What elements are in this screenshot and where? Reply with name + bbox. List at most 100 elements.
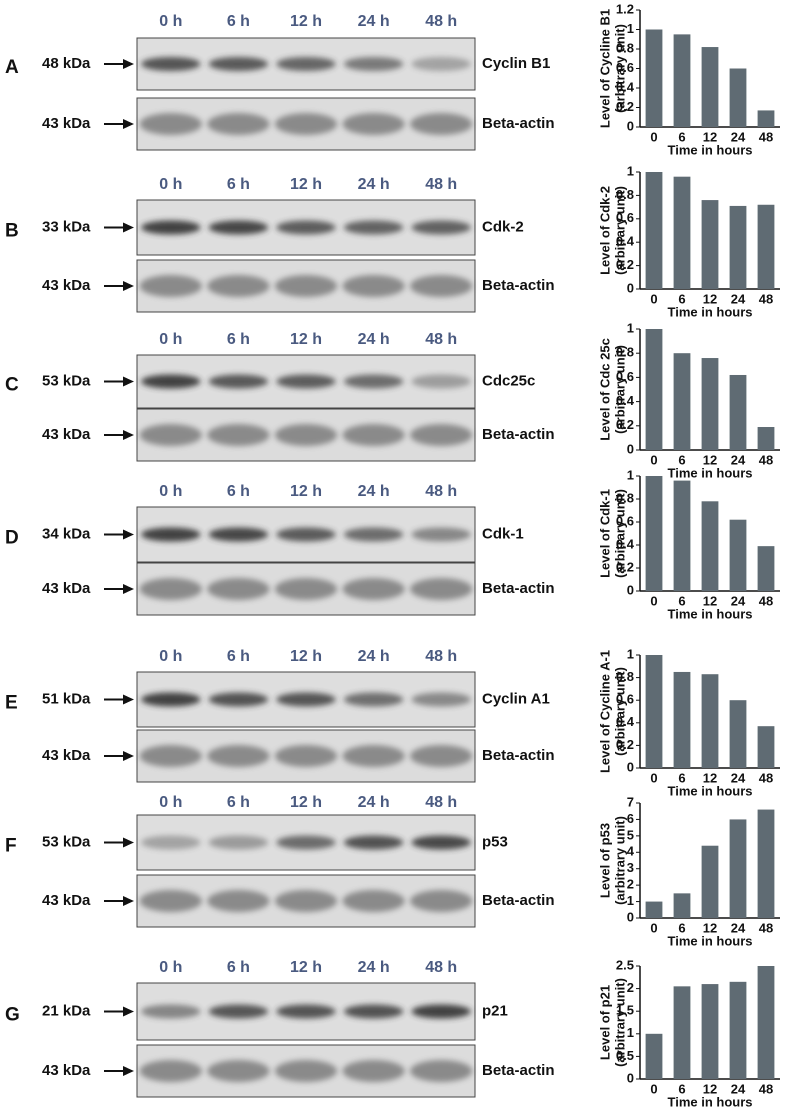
actin-band <box>274 745 338 767</box>
time-label: 6 h <box>227 331 250 348</box>
protein-label: Cyclin A1 <box>482 690 550 707</box>
bar <box>701 984 719 1079</box>
x-tick-label: 6 <box>678 770 685 785</box>
actin-band <box>139 890 202 912</box>
protein-label: Beta-actin <box>482 115 555 132</box>
kda-label: 43 kDa <box>42 580 91 597</box>
x-axis-label: Time in hours <box>668 1094 753 1109</box>
y-tick-label: 0.5 <box>616 1048 634 1063</box>
band <box>208 374 269 389</box>
band <box>141 835 201 850</box>
arrow-head <box>123 694 134 705</box>
time-label: 12 h <box>290 794 322 811</box>
actin-band <box>410 890 473 912</box>
x-tick-label: 6 <box>678 920 685 935</box>
panel-letter: A <box>5 57 19 78</box>
arrow-head <box>123 1006 134 1017</box>
actin-band <box>274 113 338 135</box>
band <box>411 692 471 707</box>
band <box>411 527 471 542</box>
kda-label: 43 kDa <box>42 115 91 132</box>
time-label: 12 h <box>290 959 322 976</box>
y-tick-label: 7 <box>627 794 634 809</box>
band <box>411 374 471 389</box>
band <box>208 527 269 542</box>
y-tick-label: 0.6 <box>616 60 634 75</box>
y-axis-label: Level of Cdk-1 <box>597 489 612 578</box>
time-label: 24 h <box>358 959 390 976</box>
arrow-head <box>123 222 134 233</box>
time-label: 6 h <box>227 959 250 976</box>
time-label: 6 h <box>227 176 250 193</box>
band <box>343 1004 404 1019</box>
y-tick-label: 0.4 <box>616 79 635 94</box>
actin-band <box>207 578 270 600</box>
band <box>276 57 336 71</box>
time-label: 12 h <box>290 13 322 30</box>
band <box>141 57 201 71</box>
y-tick-label: 1 <box>627 320 634 335</box>
bar <box>729 819 747 918</box>
bar <box>673 986 691 1079</box>
x-tick-label: 12 <box>703 129 717 144</box>
band <box>411 835 471 850</box>
y-tick-label: 1 <box>627 893 634 908</box>
bar <box>757 427 775 450</box>
bar <box>757 204 775 289</box>
actin-band <box>342 424 405 446</box>
bar <box>757 110 775 127</box>
x-tick-label: 6 <box>678 452 685 467</box>
bar <box>757 546 775 591</box>
actin-band <box>342 1060 405 1082</box>
x-tick-label: 0 <box>650 770 657 785</box>
bar <box>729 374 747 450</box>
y-tick-label: 0.2 <box>616 417 634 432</box>
arrow-head <box>123 584 134 594</box>
kda-label: 43 kDa <box>42 426 91 443</box>
actin-band <box>207 745 270 767</box>
actin-band <box>410 113 473 135</box>
y-tick-label: 0 <box>627 1070 634 1085</box>
band <box>411 220 471 235</box>
y-tick-label: 0.6 <box>616 513 634 528</box>
band <box>141 374 201 389</box>
y-tick-label: 1 <box>627 163 634 178</box>
y-tick-label: 0.6 <box>616 210 634 225</box>
kda-label: 21 kDa <box>42 1002 91 1019</box>
actin-band <box>342 745 405 767</box>
band <box>208 692 269 707</box>
y-axis-label: (arbitrary unit) <box>612 978 627 1067</box>
bar <box>729 981 747 1079</box>
kda-label: 51 kDa <box>42 690 91 707</box>
panel-letter: C <box>5 375 19 396</box>
protein-label: Beta-actin <box>482 580 555 597</box>
bar <box>729 205 747 289</box>
bar <box>673 671 691 768</box>
bar <box>673 353 691 450</box>
x-tick-label: 24 <box>731 593 746 608</box>
actin-band <box>342 890 405 912</box>
band <box>411 1004 471 1019</box>
protein-label: p21 <box>482 1002 508 1019</box>
y-tick-label: 0.8 <box>616 490 634 505</box>
actin-band <box>342 578 405 600</box>
x-tick-label: 24 <box>731 1081 746 1096</box>
y-axis-label: (arbitrary unit) <box>612 186 627 275</box>
time-label: 12 h <box>290 483 322 500</box>
arrow-head <box>123 281 134 291</box>
x-tick-label: 6 <box>678 593 685 608</box>
protein-label: Cdk-1 <box>482 525 524 542</box>
actin-band <box>410 275 473 297</box>
x-tick-label: 48 <box>759 291 773 306</box>
actin-band <box>342 275 405 297</box>
x-tick-label: 6 <box>678 291 685 306</box>
actin-band <box>274 890 338 912</box>
kda-label: 34 kDa <box>42 525 91 542</box>
panel-letter: F <box>5 836 17 857</box>
bar <box>645 476 663 591</box>
band <box>276 220 336 235</box>
y-tick-label: 1.2 <box>616 1 634 16</box>
bar <box>645 655 663 768</box>
arrow-head <box>123 896 134 906</box>
x-tick-label: 0 <box>650 1081 657 1096</box>
